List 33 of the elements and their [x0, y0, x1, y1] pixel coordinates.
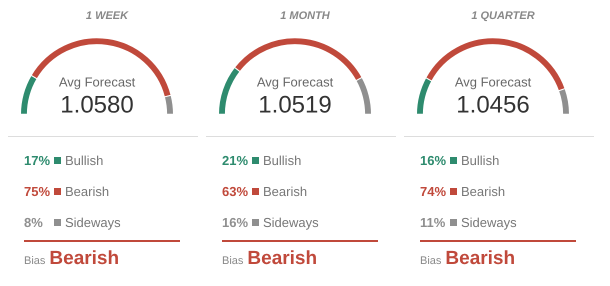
text: Bearish	[445, 248, 516, 270]
text: 1.0456	[456, 91, 530, 118]
text: Bearish	[49, 248, 120, 270]
chart-title: 1 MONTH	[279, 9, 331, 24]
legend-label: Sideways	[263, 215, 319, 230]
text: Avg Forecast	[58, 74, 136, 90]
chart-title: 1 QUARTER	[470, 9, 536, 24]
chart-title: 1 WEEK	[84, 9, 130, 24]
text: 1.0580	[60, 91, 134, 118]
legend-label: Bearish	[263, 184, 308, 199]
legend-label: Bearish	[65, 184, 110, 199]
legend-label: Sideways	[65, 215, 121, 230]
data-label: 21%	[222, 153, 250, 168]
data-label: 75%	[24, 184, 52, 199]
text: Bearish	[247, 248, 318, 270]
text: Avg Forecast	[256, 74, 334, 90]
text: Bias	[24, 255, 46, 267]
legend-label: Bullish	[65, 153, 104, 168]
data-label: 16%	[420, 153, 448, 168]
legend-label: Sideways	[461, 215, 517, 230]
text: Bias	[222, 255, 244, 267]
data-label: 74%	[420, 184, 448, 199]
text: Avg Forecast	[454, 74, 532, 90]
data-label: 63%	[222, 184, 250, 199]
legend-label: Bearish	[461, 184, 506, 199]
data-label: 17%	[24, 153, 52, 168]
legend-label: Bullish	[461, 153, 500, 168]
data-label: 11%	[420, 215, 446, 230]
text: Bias	[420, 255, 442, 267]
text: 1.0519	[258, 91, 332, 118]
data-label: 16%	[222, 215, 250, 230]
data-label: 8%	[24, 215, 44, 230]
legend-label: Bullish	[263, 153, 302, 168]
